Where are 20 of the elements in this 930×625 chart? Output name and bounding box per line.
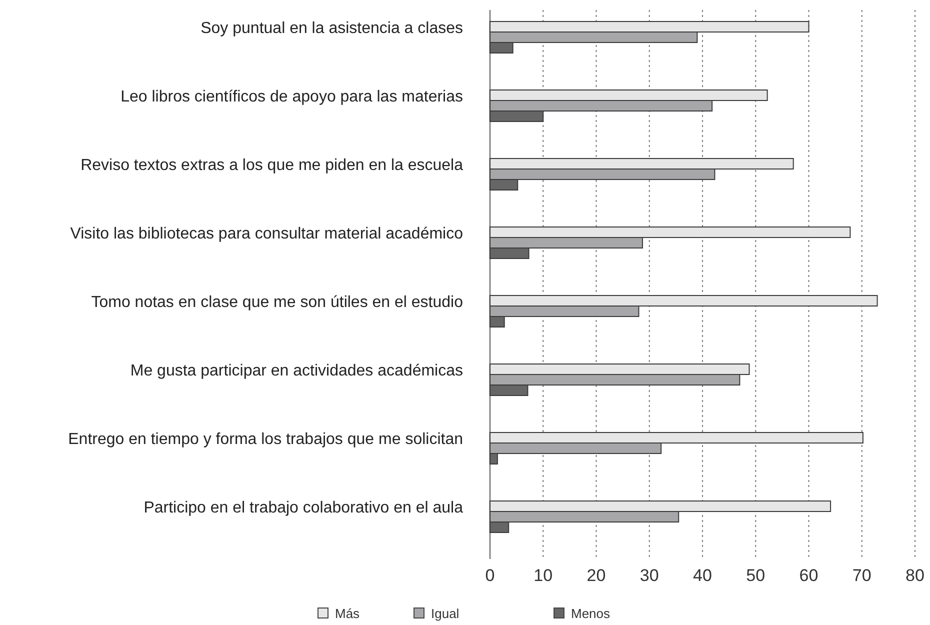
x-tick-label: 30 [640, 566, 659, 585]
y-tick-label: Soy puntual en la asistencia a clases [200, 20, 463, 37]
x-tick-label: 20 [586, 566, 606, 585]
x-tick-label: 10 [534, 566, 553, 585]
x-tick-label: 0 [485, 566, 495, 585]
y-tick-label: Participo en el trabajo colaborativo en el aula [144, 499, 464, 516]
y-tick-label: Reviso textos extras a los que me piden en la escuela [80, 156, 464, 174]
y-tick-label: Leo libros científicos de apoyo para las materias [120, 88, 463, 106]
y-tick-label: Tomo notas en clase que me son útiles en el estudio [91, 294, 464, 311]
x-tick-label: 70 [852, 566, 872, 585]
legend-label: Más [335, 606, 360, 621]
x-tick-label: 80 [906, 566, 924, 585]
x-tick-label: 60 [799, 566, 818, 585]
legend-label: Igual [431, 606, 460, 621]
x-tick-label: 40 [693, 566, 712, 585]
legend-label: Menos [571, 606, 611, 621]
y-tick-label: Me gusta participar en actividades académicas [130, 362, 463, 380]
y-tick-label: Visito las bibliotecas para consultar material académico [70, 225, 464, 242]
y-tick-label: Entrego en tiempo y forma los trabajos que me solicitan [68, 430, 463, 448]
x-tick-label: 50 [746, 566, 766, 585]
